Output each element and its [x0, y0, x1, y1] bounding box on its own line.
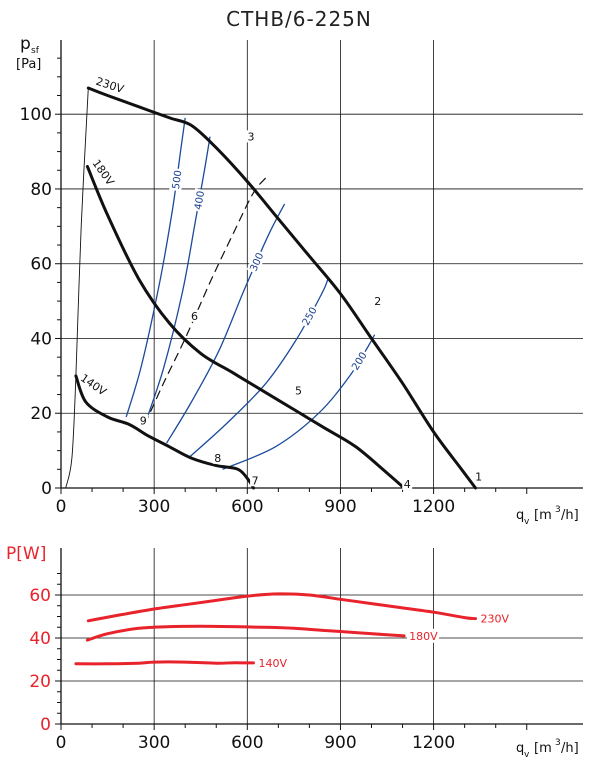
efficiency-label-400: 400 [193, 190, 207, 211]
point-label-bg [246, 130, 257, 143]
pressure-x-tick-label: 900 [324, 497, 356, 517]
power-x-tick-label: 300 [138, 733, 170, 753]
pressure-x-axis-unit: [m [534, 508, 552, 523]
point-label-9: 9 [140, 414, 147, 427]
power-x-axis-unit-end: /h] [561, 741, 579, 756]
point-label-bg [212, 451, 223, 464]
power-grid [55, 548, 583, 730]
pressure-y-tick-label: 60 [30, 255, 52, 275]
pressure-x-axis-subscript: v [524, 517, 530, 527]
point-label-bg [189, 309, 200, 322]
power-x-axis-superscript: 3 [555, 738, 561, 748]
power-y-axis-label: P[W] [6, 544, 46, 564]
efficiency-curve-500 [125, 117, 186, 418]
efficiency-label-bg [246, 249, 267, 275]
pressure-x-tick-label: 0 [56, 497, 67, 517]
chart-title: CTHB/6-225N [226, 7, 372, 31]
efficiency-label-bg [348, 348, 371, 374]
pressure-y-tick-label: 40 [30, 329, 52, 349]
power-x-tick-label: 0 [56, 733, 67, 753]
point-label-bg [250, 474, 261, 487]
pressure-x-axis-symbol: q [516, 508, 524, 523]
power-x-axis-unit: [m [534, 741, 552, 756]
pressure-x-axis-label: q v [m 3 /h] [516, 505, 579, 527]
point-label-bg [473, 470, 484, 483]
point-label-6: 6 [191, 310, 198, 323]
pressure-y-axis-unit: [Pa] [16, 57, 41, 72]
point-label-2: 2 [374, 295, 381, 308]
pressure-x-tick-label: 600 [231, 497, 263, 517]
pressure-y-tick-label: 80 [30, 180, 52, 200]
pressure-tick-labels: 0 300 600 900 1200 0 20 40 60 80 100 [20, 105, 456, 517]
power-y-tick-label: 0 [40, 715, 51, 735]
point-label-8: 8 [214, 452, 221, 465]
power-curve-label-140v: 140V [259, 657, 288, 670]
pressure-x-tick-label: 1200 [412, 497, 455, 517]
operating-limit-line [65, 87, 89, 489]
pressure-x-axis-unit-end: /h] [561, 508, 579, 523]
system-resistance-line [144, 177, 267, 425]
pressure-y-axis-subscript: sf [31, 46, 40, 56]
power-label-bg [478, 611, 511, 626]
pressure-y-tick-label: 100 [20, 105, 52, 125]
fan-curve-230v [86, 86, 477, 490]
point-label-bg [138, 414, 149, 427]
power-curve-labels: 230V 180V 140V [256, 611, 511, 670]
efficiency-label-bg [169, 167, 185, 192]
pressure-x-tick-label: 300 [138, 497, 170, 517]
power-y-tick-label: 40 [29, 629, 51, 649]
pressure-y-axis-label: p sf [Pa] [16, 34, 41, 72]
power-tick-labels: 0 300 600 900 1200 0 20 40 60 [29, 586, 455, 753]
point-label-bg [372, 294, 383, 307]
efficiency-curve-250 [187, 278, 329, 459]
point-label-7: 7 [252, 474, 259, 487]
efficiency-label-bg [191, 188, 208, 213]
point-label-5: 5 [295, 385, 302, 398]
power-x-axis-symbol: q [516, 741, 524, 756]
power-label-bg [256, 655, 289, 670]
point-label-1: 1 [475, 471, 482, 484]
efficiency-curve-300 [166, 203, 286, 444]
efficiency-curve-400 [144, 136, 211, 425]
system-line-group [144, 177, 267, 425]
power-curve-label-230v: 230V [481, 613, 510, 626]
power-x-axis-subscript: v [524, 750, 530, 760]
point-label-bg [293, 384, 304, 397]
power-x-tick-label: 900 [324, 733, 356, 753]
fan-curve-180v [85, 165, 406, 490]
pressure-y-tick-label: 0 [41, 479, 52, 499]
point-label-bg [402, 478, 413, 490]
efficiency-label-bg [298, 303, 320, 329]
power-label-bg [407, 628, 440, 643]
power-curve-label-180v: 180V [409, 630, 438, 643]
power-y-tick-label: 60 [29, 586, 51, 606]
power-curve-180v [85, 624, 406, 642]
fan-curves [65, 86, 477, 490]
efficiency-curve-200 [222, 334, 376, 470]
power-curve-140v [74, 660, 255, 666]
efficiency-label-300: 300 [249, 251, 267, 273]
pressure-y-tick-label: 20 [30, 404, 52, 424]
power-y-tick-label: 20 [29, 672, 51, 692]
power-x-tick-label: 600 [231, 733, 263, 753]
point-label-4: 4 [404, 478, 411, 491]
power-x-tick-label: 1200 [412, 733, 455, 753]
power-curves [74, 592, 477, 666]
pressure-x-axis-superscript: 3 [555, 505, 561, 515]
pressure-y-axis-symbol: p [20, 34, 31, 54]
efficiency-label-500: 500 [171, 170, 185, 190]
power-curve-230v [86, 592, 477, 623]
power-x-axis-label: q v [m 3 /h] [516, 738, 579, 760]
fan-curve-140v [74, 374, 255, 490]
point-label-3: 3 [248, 130, 255, 143]
